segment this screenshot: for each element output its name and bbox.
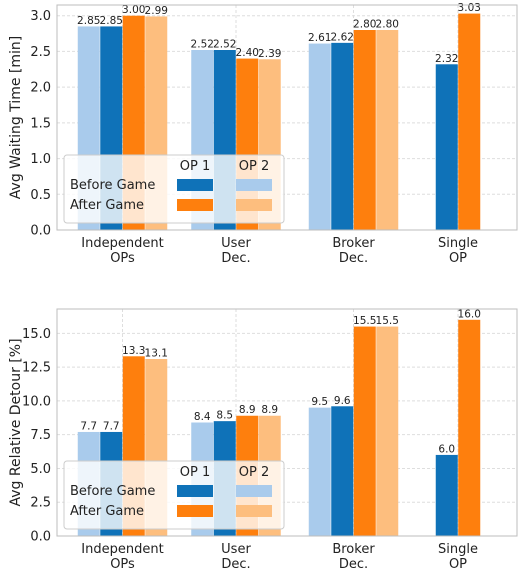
bar-value-label: 2.39 — [258, 48, 281, 60]
x-tick-label: User — [221, 542, 251, 557]
x-tick-label: Broker — [332, 542, 375, 557]
bar-value-label: 8.4 — [194, 411, 211, 423]
bar — [353, 326, 376, 536]
bar-value-label: 13.3 — [122, 345, 145, 357]
x-tick-label: Single — [438, 236, 478, 251]
legend-box — [63, 154, 285, 224]
y-tick-label: 5.0 — [30, 462, 51, 477]
plot-frame — [56, 308, 518, 537]
bar-value-label: 2.32 — [435, 53, 458, 65]
y-tick-label: 0.5 — [30, 188, 51, 203]
y-axis-title: Avg Waiting Time [min] — [8, 36, 24, 199]
x-tick-label: OP — [449, 557, 467, 572]
legend: OP 1 OP 2 Before Game After Game — [63, 460, 285, 530]
legend: OP 1 OP 2 Before Game After Game — [63, 154, 285, 224]
y-tick-label: 2.5 — [30, 45, 51, 60]
x-tick-label: Dec. — [221, 557, 250, 572]
bar-value-label: 16.0 — [458, 308, 481, 320]
legend-swatch — [236, 179, 272, 191]
x-tick-label: Independent — [81, 236, 163, 251]
bar — [331, 406, 354, 536]
bar-value-label: 6.0 — [438, 443, 455, 455]
legend-swatch — [236, 199, 272, 211]
bar-value-label: 2.62 — [331, 31, 354, 43]
y-tick-label: 2.5 — [30, 496, 51, 511]
x-tick-label: Broker — [332, 236, 375, 251]
bar-value-label: 7.7 — [80, 420, 97, 432]
y-tick-label: 10.0 — [22, 394, 51, 409]
plot-frame — [56, 4, 518, 231]
bar-value-label: 9.6 — [334, 395, 351, 407]
y-axis-title: Avg Relative Detour [%] — [8, 338, 24, 506]
legend-row-label: Before Game — [70, 178, 155, 193]
bar — [308, 43, 331, 231]
y-tick-label: 15.0 — [22, 327, 51, 342]
bar-value-label: 2.80 — [353, 19, 376, 31]
x-tick-label: OP — [449, 251, 467, 266]
bar-value-label: 3.03 — [458, 2, 481, 14]
bar-value-label: 9.5 — [311, 396, 328, 408]
bar-value-label: 2.52 — [191, 39, 214, 51]
x-tick-label: User — [221, 236, 251, 251]
legend-header-op1: OP 1 — [180, 465, 210, 480]
chart-panel-1: 0.0 0.5 1.0 1.5 2.0 2.5 3.0 2.85 2.52 2.61 2.85 2.5… — [8, 2, 518, 266]
bar-value-label: 3.00 — [122, 4, 145, 16]
bar-value-label: 15.5 — [353, 315, 376, 327]
legend-swatch — [177, 199, 213, 211]
bar — [458, 319, 481, 536]
bar — [435, 454, 458, 536]
bar-value-label: 15.5 — [376, 315, 399, 327]
bar-value-label: 7.7 — [103, 420, 120, 432]
y-tick-label: 0.0 — [30, 224, 51, 239]
bar-value-label: 2.40 — [236, 47, 259, 59]
chart-panel-2: 0.0 2.5 5.0 7.5 10.0 12.5 15.0 7.7 8.4 9.5 7.7 8.5 9… — [8, 308, 518, 572]
legend-row-label: After Game — [70, 504, 144, 519]
x-tick-label: Dec. — [339, 251, 368, 266]
bar — [308, 407, 331, 536]
bar — [331, 42, 354, 230]
legend-row-label: Before Game — [70, 484, 155, 499]
y-tick-label: 2.0 — [30, 81, 51, 96]
bar-value-label: 2.52 — [213, 39, 236, 51]
bar-value-label: 8.9 — [239, 404, 256, 416]
x-tick-label: Independent — [81, 542, 163, 557]
y-tick-label: 12.5 — [22, 361, 51, 376]
legend-swatch — [236, 505, 272, 517]
bar-value-label: 2.99 — [145, 5, 168, 17]
bar — [458, 13, 481, 231]
legend-box — [63, 460, 285, 530]
bar-value-label: 13.1 — [145, 347, 168, 359]
bar — [435, 64, 458, 231]
bar — [353, 30, 376, 230]
bar-value-label: 2.61 — [308, 32, 331, 44]
legend-header-op2: OP 2 — [239, 159, 269, 174]
y-tick-label: 7.5 — [30, 428, 51, 443]
legend-swatch — [177, 485, 213, 497]
bar-value-label: 8.5 — [216, 410, 233, 422]
bar — [376, 30, 399, 230]
bar — [376, 326, 399, 536]
x-tick-label: OPs — [110, 251, 135, 266]
x-tick-label: Dec. — [221, 251, 250, 266]
legend-row-label: After Game — [70, 198, 144, 213]
y-tick-label: 3.0 — [30, 9, 51, 24]
x-tick-label: OPs — [110, 557, 135, 572]
y-tick-label: 0.0 — [30, 530, 51, 545]
bar-value-label: 2.85 — [100, 15, 123, 27]
bar-value-label: 8.9 — [261, 404, 278, 416]
bar-value-label: 2.80 — [376, 19, 399, 31]
legend-header-op1: OP 1 — [180, 159, 210, 174]
x-tick-label: Dec. — [339, 557, 368, 572]
y-tick-label: 1.0 — [30, 152, 51, 167]
y-tick-label: 1.5 — [30, 116, 51, 131]
legend-header-op2: OP 2 — [239, 465, 269, 480]
bar-value-label: 2.85 — [77, 15, 100, 27]
legend-swatch — [177, 505, 213, 517]
legend-swatch — [236, 485, 272, 497]
legend-swatch — [177, 179, 213, 191]
x-tick-label: Single — [438, 542, 478, 557]
